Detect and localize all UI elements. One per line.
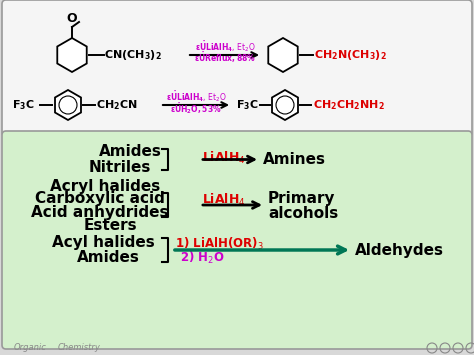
Text: $\mathbf{\epsilon\dot{U}H_2O,53\%}$: $\mathbf{\epsilon\dot{U}H_2O,53\%}$: [170, 102, 222, 116]
Text: $\mathbf{\epsilon\dot{U}LiAlH_4}$, Et$_2$O: $\mathbf{\epsilon\dot{U}LiAlH_4}$, Et$_2…: [165, 90, 227, 104]
Text: $\mathbf{F_3C}$: $\mathbf{F_3C}$: [12, 98, 35, 112]
Text: Amines: Amines: [263, 152, 326, 167]
Text: $\mathbf{CH_2CN}$: $\mathbf{CH_2CN}$: [96, 98, 138, 112]
Text: Chemistry: Chemistry: [58, 343, 101, 351]
Text: $\mathbf{CH_2N(CH_3)_2}$: $\mathbf{CH_2N(CH_3)_2}$: [314, 48, 387, 62]
Text: $\mathbf{CH_2CH_2NH_2}$: $\mathbf{CH_2CH_2NH_2}$: [313, 98, 385, 112]
Text: Primary: Primary: [268, 191, 336, 207]
FancyBboxPatch shape: [2, 0, 472, 136]
Polygon shape: [57, 38, 87, 72]
Text: $\mathbf{\epsilon\dot{U}LiAlH_4}$, Et$_2$O: $\mathbf{\epsilon\dot{U}LiAlH_4}$, Et$_2…: [195, 40, 255, 54]
Text: LiAlH$_4$: LiAlH$_4$: [202, 150, 246, 166]
Text: Organic: Organic: [14, 343, 47, 351]
Polygon shape: [268, 38, 298, 72]
Text: Amides: Amides: [77, 251, 139, 266]
Text: Nitriles: Nitriles: [89, 159, 151, 175]
Text: alcohols: alcohols: [268, 206, 338, 220]
Text: $\mathbf{F_3C}$: $\mathbf{F_3C}$: [236, 98, 259, 112]
FancyBboxPatch shape: [2, 131, 472, 349]
Text: Acid anhydrides: Acid anhydrides: [31, 204, 169, 219]
Text: $\mathbf{CN(CH_3)_2}$: $\mathbf{CN(CH_3)_2}$: [104, 48, 162, 62]
Text: Amides: Amides: [99, 144, 162, 159]
Text: $\mathbf{\epsilon\dot{U}Reflux,88\%}$: $\mathbf{\epsilon\dot{U}Reflux,88\%}$: [194, 51, 256, 65]
Text: Esters: Esters: [83, 218, 137, 233]
Text: 1) LiAlH(OR)$_3$: 1) LiAlH(OR)$_3$: [175, 236, 264, 252]
Polygon shape: [272, 90, 298, 120]
Text: O: O: [67, 12, 77, 26]
Text: Carboxylic acid: Carboxylic acid: [35, 191, 165, 207]
Text: Acyl halides: Acyl halides: [52, 235, 155, 251]
Text: 2) H$_2$O: 2) H$_2$O: [180, 250, 225, 266]
Text: LiAlH$_4$: LiAlH$_4$: [202, 192, 246, 208]
Text: Acryl halides: Acryl halides: [50, 179, 160, 193]
Text: Aldehydes: Aldehydes: [355, 242, 444, 257]
Polygon shape: [55, 90, 81, 120]
